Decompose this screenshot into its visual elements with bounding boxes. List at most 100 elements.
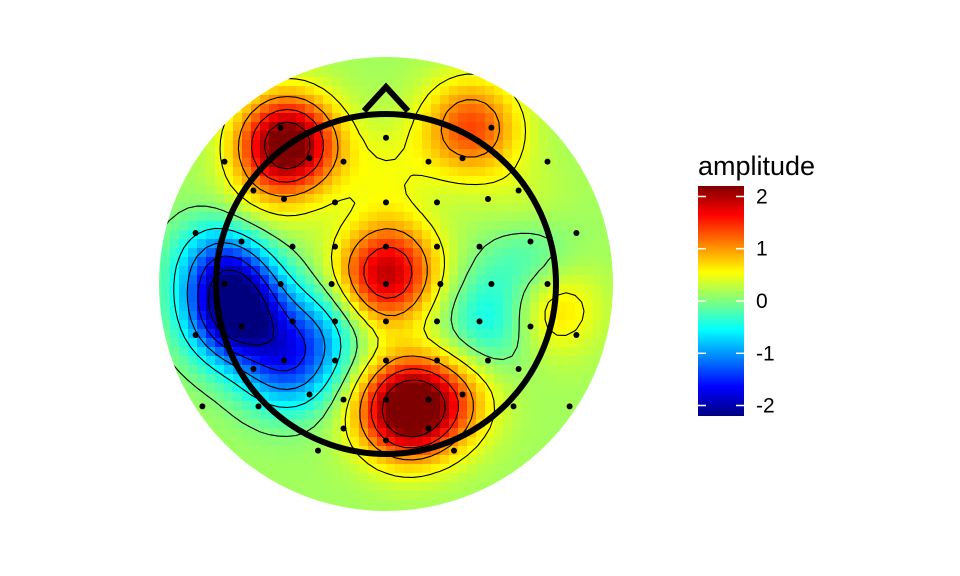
heat-cell <box>404 437 414 447</box>
heat-cell <box>296 338 306 348</box>
heat-cell <box>314 212 324 222</box>
heat-cell <box>602 131 612 141</box>
heat-cell <box>170 230 180 240</box>
heat-cell <box>314 257 324 267</box>
heat-cell <box>368 275 378 285</box>
heat-cell <box>431 140 441 150</box>
heat-cell <box>161 383 171 393</box>
heat-cell <box>602 257 612 267</box>
heat-cell <box>287 455 297 465</box>
heat-cell <box>593 248 603 258</box>
heat-cell <box>413 410 423 420</box>
heat-cell <box>611 392 613 402</box>
heat-cell <box>611 266 613 276</box>
heat-cell <box>521 455 531 465</box>
heat-cell <box>503 338 513 348</box>
heat-cell <box>161 347 171 357</box>
heat-cell <box>611 57 613 60</box>
heat-cell <box>584 212 594 222</box>
heat-cell <box>539 446 549 456</box>
heat-cell <box>260 383 270 393</box>
heat-cell <box>575 158 585 168</box>
heat-cell <box>386 482 396 492</box>
heat-cell <box>323 257 333 267</box>
heat-cell <box>566 194 576 204</box>
heat-cell <box>593 284 603 294</box>
heat-cell <box>440 392 450 402</box>
heat-cell <box>269 212 279 222</box>
heat-cell <box>305 338 315 348</box>
heat-cell <box>476 410 486 420</box>
heat-cell <box>440 428 450 438</box>
heat-cell <box>422 509 432 511</box>
heat-cell <box>440 356 450 366</box>
heat-cell <box>404 464 414 474</box>
heat-cell <box>530 482 540 492</box>
heat-cell <box>602 149 612 159</box>
heat-cell <box>161 284 171 294</box>
heat-cell <box>404 482 414 492</box>
heat-cell <box>440 284 450 294</box>
heat-cell <box>413 482 423 492</box>
heat-cell <box>557 509 567 511</box>
heat-cell <box>159 59 162 69</box>
heat-cell <box>485 140 495 150</box>
heat-cell <box>386 383 396 393</box>
heat-cell <box>233 383 243 393</box>
heat-cell <box>458 509 468 511</box>
heat-cell <box>539 266 549 276</box>
heat-cell <box>512 248 522 258</box>
heat-cell <box>449 356 459 366</box>
heat-cell <box>197 365 207 375</box>
heat-cell <box>548 464 558 474</box>
heat-cell <box>566 383 576 393</box>
heat-cell <box>287 167 297 177</box>
heat-cell <box>314 383 324 393</box>
heat-cell <box>395 203 405 213</box>
heat-cell <box>197 248 207 258</box>
heat-cell <box>260 248 270 258</box>
heat-cell <box>413 104 423 114</box>
heat-cell <box>170 356 180 366</box>
heat-cell <box>584 464 594 474</box>
electrode-dot <box>566 403 573 410</box>
heat-cell <box>395 77 405 87</box>
electrode-dot <box>277 281 284 287</box>
heat-cell <box>332 374 342 384</box>
heat-cell <box>206 275 216 285</box>
heat-cell <box>611 410 613 420</box>
heat-cell <box>242 131 252 141</box>
heat-cell <box>314 455 324 465</box>
heat-cell <box>260 122 270 132</box>
heat-cell <box>593 437 603 447</box>
heat-cell <box>215 104 225 114</box>
heat-cell <box>368 473 378 483</box>
heat-cell <box>188 77 198 87</box>
heat-cell <box>512 104 522 114</box>
heat-cell <box>584 221 594 231</box>
heat-cell <box>260 86 270 96</box>
heat-cell <box>548 284 558 294</box>
heat-cell <box>305 302 315 312</box>
heat-cell <box>449 320 459 330</box>
heat-cell <box>296 446 306 456</box>
heat-cell <box>215 59 225 69</box>
heat-cell <box>386 365 396 375</box>
heat-cell <box>440 212 450 222</box>
heat-cell <box>413 275 423 285</box>
heat-cell <box>159 401 162 411</box>
heat-cell <box>323 248 333 258</box>
heat-cell <box>206 86 216 96</box>
electrode-dot <box>573 230 580 236</box>
heat-cell <box>494 329 504 339</box>
heat-cell <box>449 212 459 222</box>
heat-cell <box>224 284 234 294</box>
heat-cell <box>458 257 468 267</box>
heat-cell <box>242 239 252 249</box>
heat-cell <box>548 482 558 492</box>
heat-cell <box>602 212 612 222</box>
heat-cell <box>557 293 567 303</box>
heat-cell <box>395 257 405 267</box>
heat-cell <box>359 257 369 267</box>
heat-cell <box>296 221 306 231</box>
